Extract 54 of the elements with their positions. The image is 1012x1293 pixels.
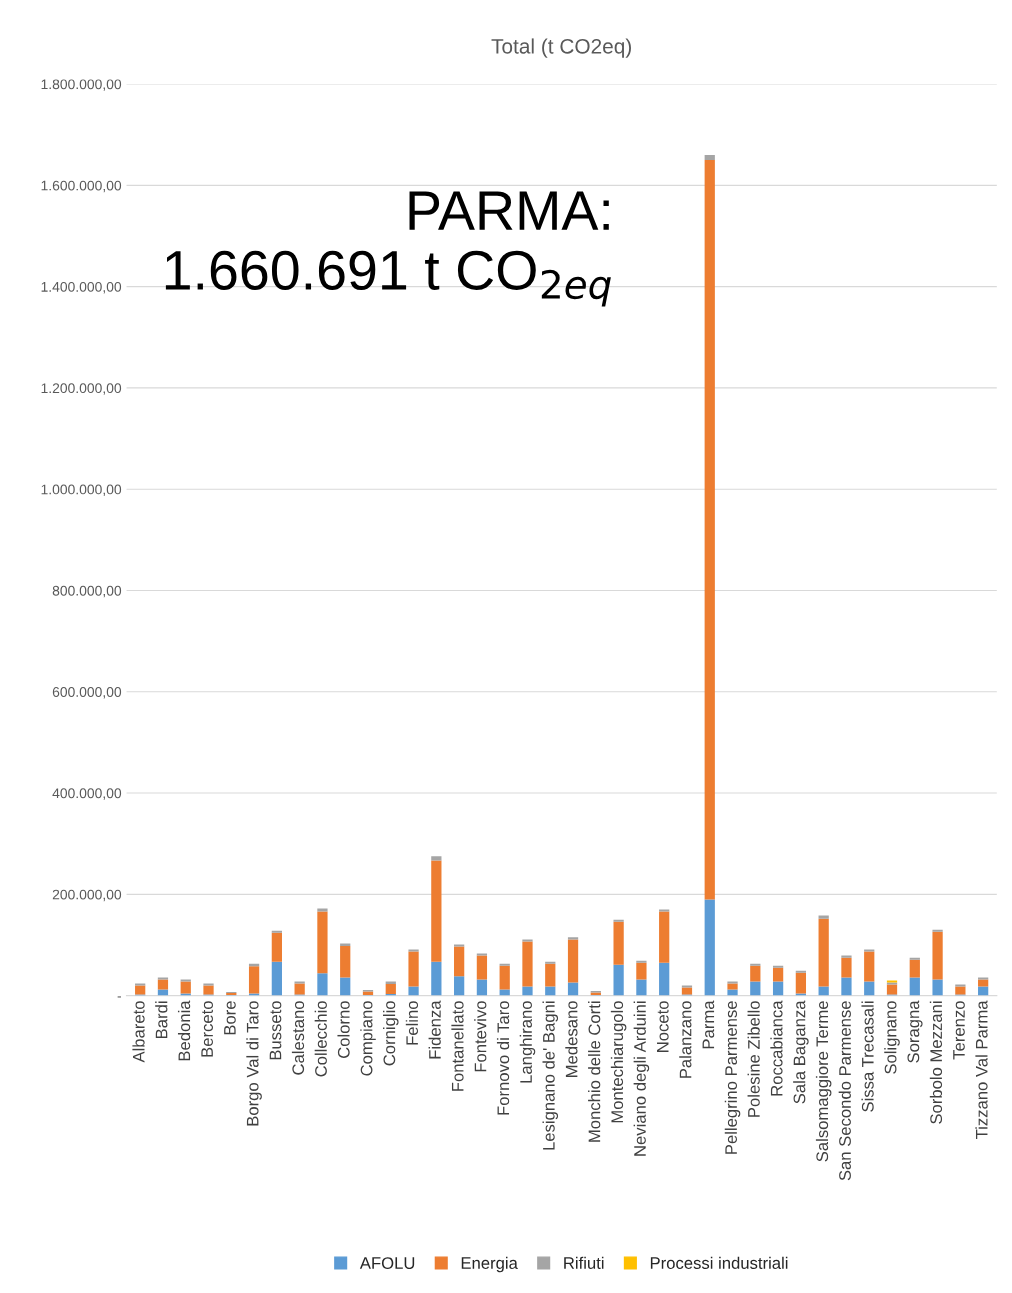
x-tick-label: Tizzano Val Parma <box>975 1000 988 1140</box>
x-tick-label: Medesano <box>565 1001 578 1077</box>
y-tick-label: 1.800.000,00 <box>41 79 122 91</box>
x-tick-label: Parma <box>702 1000 715 1049</box>
x-tick-label: Bardi <box>155 1001 168 1039</box>
x-tick-label: Solignano <box>884 1001 900 1074</box>
legend-label: Processi industriali <box>650 1256 788 1269</box>
y-tick-label: 1.400.000,00 <box>41 281 122 294</box>
x-tick-label: Palanzano <box>679 1001 692 1078</box>
legend-label: AFOLU <box>359 1257 415 1269</box>
x-tick-label: Albareto <box>132 1001 145 1063</box>
chart-title: Total (t CO2eq) <box>491 38 631 58</box>
x-tick-label: Bore <box>224 1001 236 1035</box>
x-tick-label: Sissa Trecasali <box>861 1001 874 1112</box>
y-tick-label: 1.000.000,00 <box>41 484 122 496</box>
x-tick-label: Fornovo di Taro <box>496 1001 510 1115</box>
y-tick-label: 600.000,00 <box>52 687 122 699</box>
x-tick-label: Bedonia <box>177 1000 191 1061</box>
x-tick-label: Neviano degli Arduini <box>633 1001 650 1156</box>
x-tick-label: Fontevivo <box>474 1001 487 1072</box>
y-tick-label: 400.000,00 <box>52 788 122 800</box>
x-tick-label: Montechiarugolo <box>610 1001 627 1123</box>
x-tick-label: Terenzo <box>953 1001 965 1060</box>
legend-label: Energia <box>461 1256 518 1273</box>
x-tick-label: Collecchio <box>314 1001 327 1077</box>
x-tick-label: Felino <box>405 1001 419 1045</box>
legend-label: Rifiuti <box>564 1256 604 1269</box>
y-tick-label: 1.600.000,00 <box>41 180 122 193</box>
x-tick-label: Fontanellato <box>451 1001 464 1091</box>
x-tick-label: Salsomaggiore Terme <box>815 1001 832 1162</box>
x-tick-label: Busseto <box>269 1001 282 1060</box>
x-tick-label: Compiano <box>360 1001 376 1076</box>
x-tick-label: Fidenza <box>428 1000 441 1059</box>
x-tick-label: Pellegrino Parmense <box>724 1001 741 1154</box>
x-tick-label: Corniglio <box>383 1001 399 1066</box>
y-tick-label: - <box>117 996 122 998</box>
x-tick-label: Sorbolo Mezzani <box>929 1001 943 1124</box>
x-tick-label: Berceto <box>201 1001 213 1057</box>
x-tick-label: Calestano <box>291 1001 305 1075</box>
y-tick-label: 800.000,00 <box>52 585 122 598</box>
y-tick-label: 1.200.000,00 <box>41 383 122 395</box>
x-tick-label: Monchio delle Corti <box>588 1001 601 1142</box>
y-tick-label: 200.000,00 <box>52 889 122 902</box>
x-tick-label: Polesine Zibello <box>747 1001 760 1117</box>
x-tick-label: Borgo Val di Taro <box>246 1001 262 1126</box>
x-tick-label: Soragna <box>907 1000 923 1063</box>
annotation: PARMA: 1.660.691 t CO$_{2eq}$ <box>165 191 611 307</box>
x-tick-label: Colorno <box>337 1001 350 1058</box>
x-tick-label: San Secondo Parmense <box>838 1001 851 1181</box>
x-tick-label: Noceto <box>657 1001 669 1052</box>
x-tick-label: Roccabianca <box>770 1000 783 1096</box>
x-tick-label: Lesignano de' Bagni <box>542 1001 559 1150</box>
x-tick-label: Sala Baganza <box>793 1000 809 1104</box>
x-tick-label: Langhirano <box>519 1001 536 1083</box>
